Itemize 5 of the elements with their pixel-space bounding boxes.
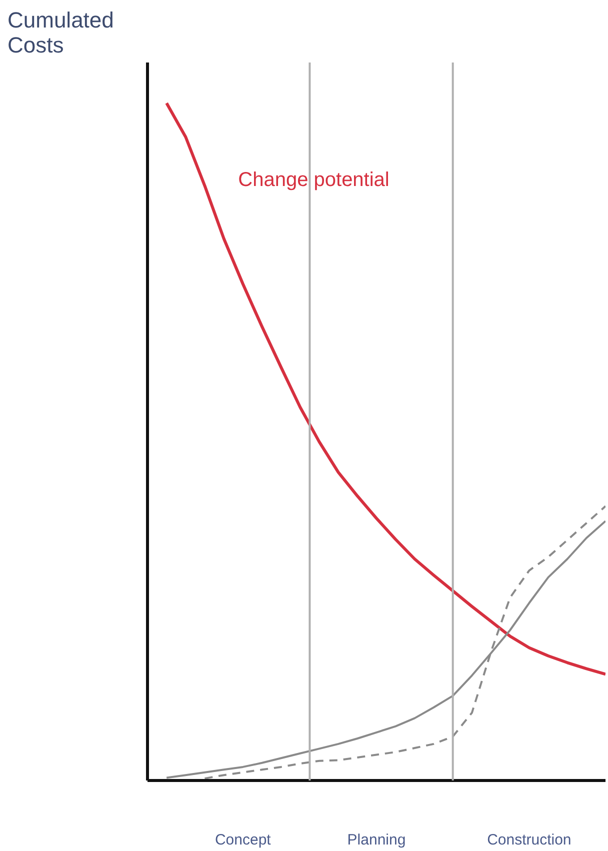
x-tick-label: Planning <box>347 832 406 848</box>
x-tick-label: Construction <box>487 832 572 848</box>
x-tick-label: Concept <box>214 832 272 848</box>
series-label: Change potential <box>238 169 390 192</box>
y-axis-title: Cumulated Costs <box>8 8 114 58</box>
